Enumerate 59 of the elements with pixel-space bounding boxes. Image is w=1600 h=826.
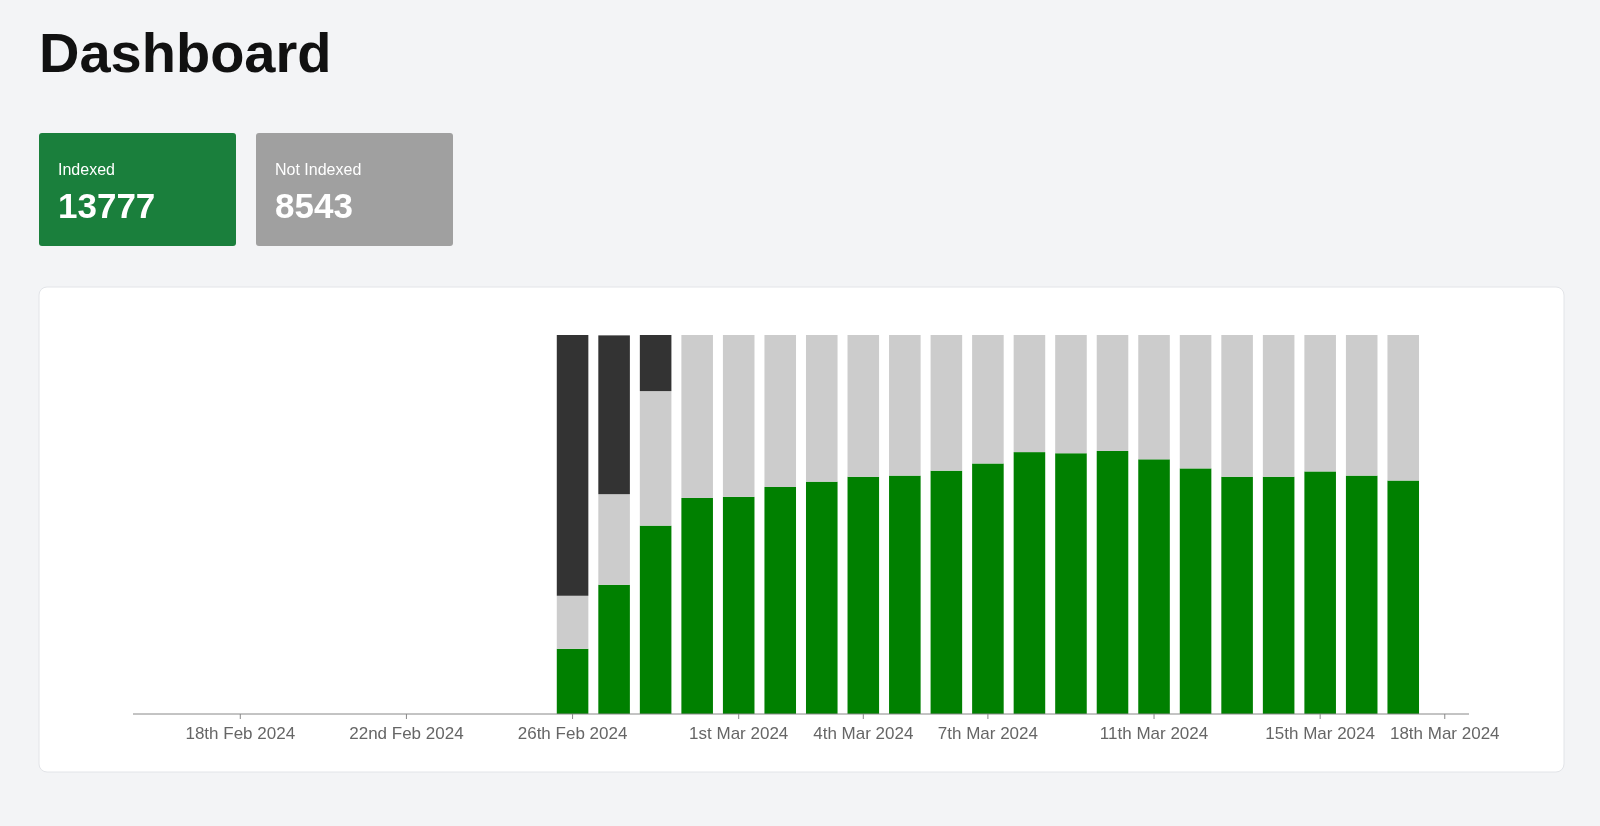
bar	[1138, 335, 1170, 460]
bar	[681, 335, 713, 498]
bar	[847, 335, 880, 477]
bar	[681, 497, 713, 714]
bar	[1013, 452, 1046, 714]
x-tick-label: 18th Mar 2024	[1389, 724, 1500, 743]
bar	[722, 335, 755, 497]
text: Dashboard	[39, 21, 332, 84]
bar	[1013, 335, 1046, 453]
bar	[1262, 476, 1295, 714]
bar	[556, 648, 589, 714]
bar	[847, 476, 880, 714]
bar	[972, 335, 1004, 464]
bar	[1055, 453, 1087, 714]
bar	[598, 335, 630, 495]
bar	[930, 470, 963, 714]
bar	[805, 481, 838, 714]
bar	[972, 463, 1004, 714]
x-tick-label: 15th Mar 2024	[1265, 724, 1375, 743]
bar	[556, 595, 589, 649]
bar	[1096, 450, 1129, 714]
bar	[1387, 480, 1420, 714]
data-label: 13777	[58, 186, 156, 225]
category-label: Indexed	[58, 161, 115, 178]
bar	[889, 475, 921, 714]
bar	[1387, 335, 1420, 481]
bar	[722, 496, 755, 714]
bar	[764, 335, 797, 487]
bar	[598, 494, 630, 585]
x-tick-label: 18th Feb 2024	[185, 724, 296, 743]
bar	[1179, 468, 1212, 714]
bar	[639, 335, 672, 392]
bar	[1096, 335, 1129, 451]
bar	[598, 584, 630, 714]
bar	[1179, 335, 1212, 469]
bar	[930, 335, 963, 471]
bar	[1304, 335, 1336, 472]
bar	[1221, 476, 1253, 714]
x-tick-label: 4th Mar 2024	[813, 724, 914, 743]
bar	[1055, 335, 1087, 454]
bar	[556, 335, 589, 596]
data-label: 8543	[275, 186, 353, 225]
category-label: Not Indexed	[275, 161, 362, 178]
bar	[1262, 335, 1295, 477]
x-tick-label: 11th Mar 2024	[1099, 724, 1209, 743]
bar	[639, 391, 672, 526]
bar	[1345, 335, 1378, 476]
bar	[639, 525, 672, 714]
bar	[805, 335, 838, 482]
x-tick-label: 26th Feb 2024	[517, 724, 628, 743]
x-tick-label: 1st Mar 2024	[689, 724, 789, 743]
x-tick-label: 7th Mar 2024	[937, 724, 1038, 743]
bar	[764, 486, 797, 714]
bar	[1304, 471, 1336, 714]
bar	[1138, 459, 1170, 714]
x-tick-label: 22nd Feb 2024	[349, 724, 464, 743]
bar	[889, 335, 921, 476]
bar	[1345, 475, 1378, 714]
bar	[1221, 335, 1253, 477]
